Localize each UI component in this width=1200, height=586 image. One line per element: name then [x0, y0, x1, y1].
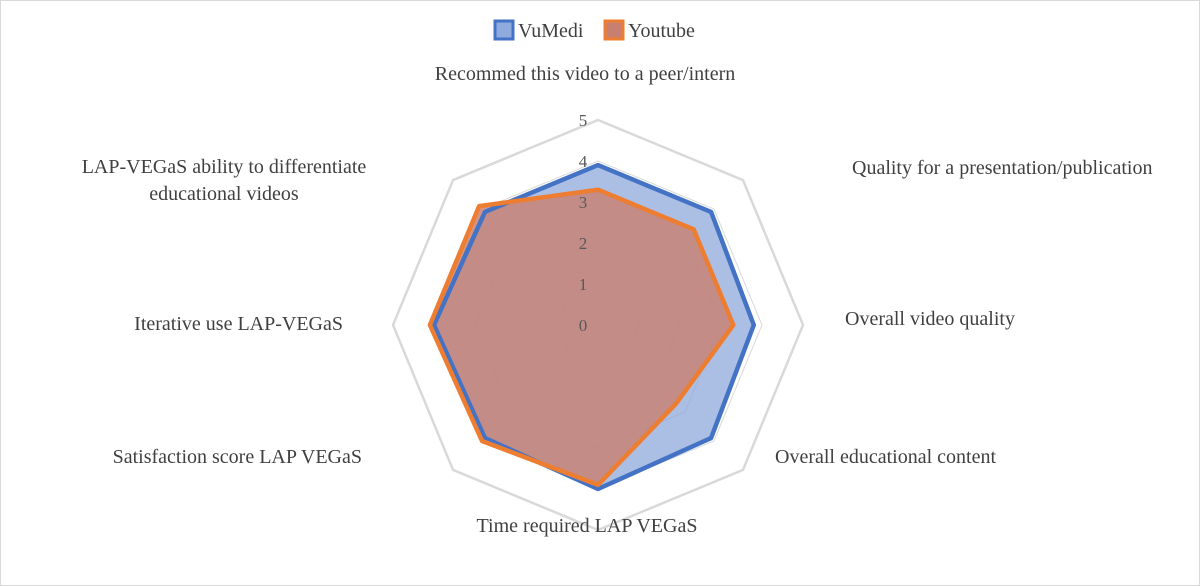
category-labels: Recommed this video to a peer/intern Qual… [82, 63, 1153, 537]
youtube-legend-label: Youtube [628, 20, 695, 42]
youtube-legend-swatch [603, 19, 625, 41]
tick-label-2: 2 [579, 234, 588, 253]
vumedi-legend-swatch [493, 19, 515, 41]
vumedi-line [431, 162, 757, 492]
tick-label-3: 3 [579, 193, 588, 212]
category-label-7: Iterative use LAP-VEGaS [134, 313, 343, 335]
legend: VuMedi Youtube [493, 19, 695, 42]
category-label-1: Recommed this video to a peer/intern [435, 63, 735, 85]
series-lines [427, 162, 757, 492]
grid-ring-5 [391, 118, 805, 532]
youtube-line [427, 187, 736, 488]
category-label-4: Overall educational content [775, 446, 996, 468]
category-label-8: LAP-VEGaS ability to differentiate educat… [82, 156, 367, 205]
radial-tick-labels: 0 1 2 3 4 5 [579, 111, 588, 335]
category-label-5: Time required LAP VEGaS [477, 515, 698, 537]
category-label-3: Overall video quality [845, 308, 1015, 330]
youtube-area [429, 189, 734, 485]
tick-label-4: 4 [579, 152, 588, 171]
tick-label-5: 5 [579, 111, 588, 130]
vumedi-legend-label: VuMedi [518, 20, 584, 42]
category-label-2: Quality for a presentation/publication [852, 157, 1152, 179]
category-label-6: Satisfaction score LAP VEGaS [113, 446, 362, 468]
tick-label-1: 1 [579, 275, 588, 294]
tick-label-0: 0 [579, 316, 588, 335]
